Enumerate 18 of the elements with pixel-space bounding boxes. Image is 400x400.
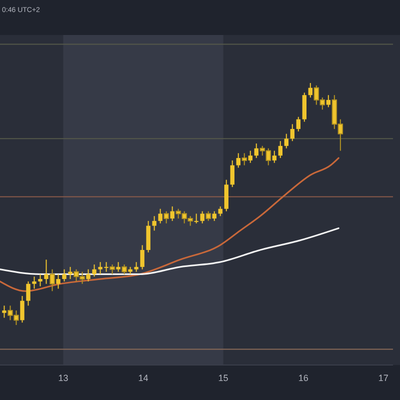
candlestick	[152, 216, 156, 232]
candlestick	[38, 274, 42, 287]
candlestick	[230, 160, 234, 188]
x-tick-label: 16	[298, 373, 308, 383]
candlestick	[290, 124, 294, 142]
x-tick-label: 15	[218, 373, 228, 383]
candlestick	[284, 133, 288, 149]
candlestick	[296, 116, 300, 132]
candlestick	[92, 264, 96, 278]
x-tick-label: 14	[138, 373, 148, 383]
candlestick	[134, 262, 138, 272]
x-tick-label: 13	[58, 373, 68, 383]
candlestick	[26, 280, 30, 306]
candlestick	[140, 244, 144, 270]
candlestick	[32, 276, 36, 290]
x-tick-label: 17	[378, 373, 388, 383]
candlestick	[62, 268, 66, 282]
candlestick	[278, 140, 282, 159]
